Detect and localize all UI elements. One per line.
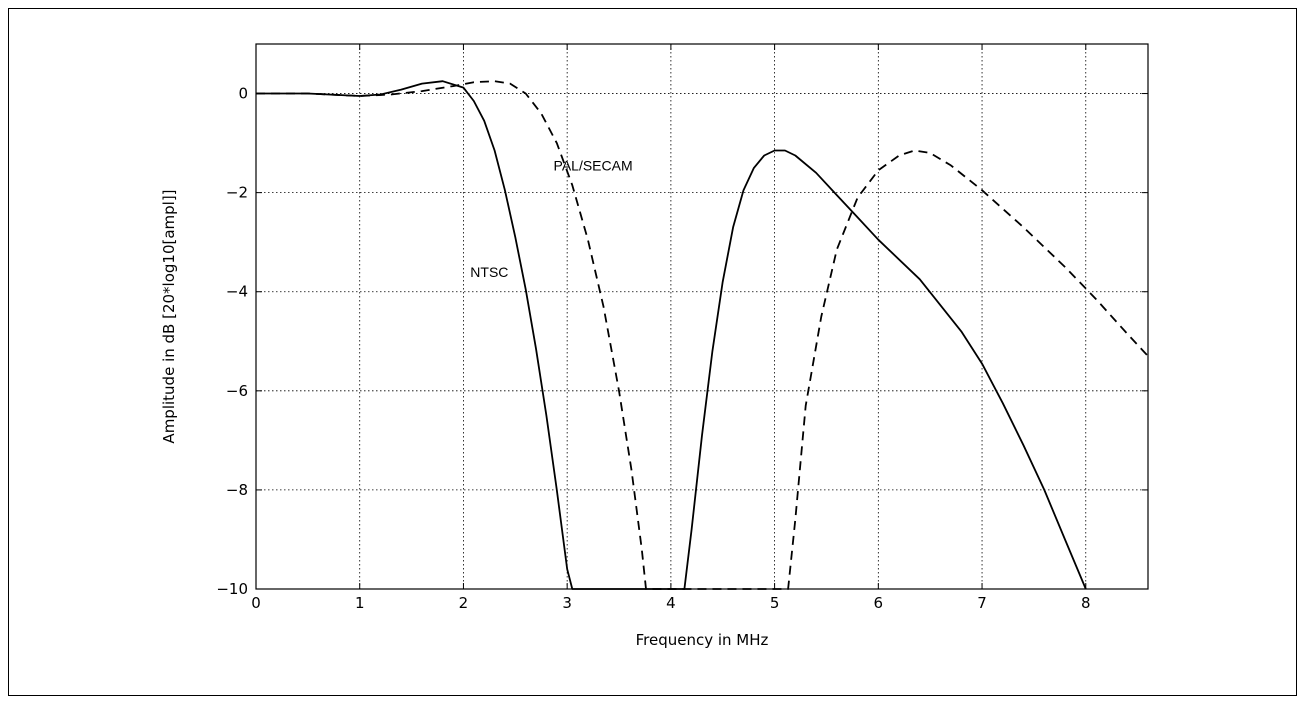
x-tick-label: 8 [1081, 594, 1091, 612]
series-pal-secam-line [256, 80, 1149, 590]
x-tick-label: 1 [355, 594, 365, 612]
y-tick-label: −10 [216, 580, 248, 598]
axis-ticks: 0 1 2 3 4 5 6 7 8 0 −2 −4 −6 −8 −10 [216, 44, 1148, 612]
y-tick-label: −2 [226, 184, 248, 202]
series-ntsc-line [256, 80, 1087, 590]
y-axis-label: Amplitude in dB [20*log10[ampl]] [160, 189, 178, 443]
x-tick-label: 4 [666, 594, 676, 612]
amplitude-frequency-chart: 0 1 2 3 4 5 6 7 8 0 −2 −4 −6 −8 −10 NTSC PAL/SECAM Freq… [160, 43, 1149, 649]
grid-lines [256, 44, 1148, 589]
y-tick-label: −8 [226, 481, 248, 499]
series-annotations: NTSC PAL/SECAM [470, 157, 632, 280]
y-tick-label: −6 [226, 382, 248, 400]
y-tick-label: 0 [238, 85, 248, 103]
y-tick-label: −4 [226, 283, 248, 301]
series-lines [256, 80, 1149, 590]
series-annotation-pal-secam: PAL/SECAM [554, 157, 633, 173]
x-axis-label: Frequency in MHz [636, 631, 769, 649]
x-tick-label: 0 [251, 594, 261, 612]
x-tick-label: 2 [459, 594, 469, 612]
figure-frame: 0 1 2 3 4 5 6 7 8 0 −2 −4 −6 −8 −10 NTSC PAL/SECAM Freq… [8, 8, 1297, 696]
x-tick-label: 7 [977, 594, 987, 612]
x-tick-label: 3 [562, 594, 572, 612]
x-tick-label: 6 [874, 594, 884, 612]
x-tick-label: 5 [770, 594, 780, 612]
series-annotation-ntsc: NTSC [470, 264, 508, 280]
plot-area-border [255, 43, 1149, 590]
